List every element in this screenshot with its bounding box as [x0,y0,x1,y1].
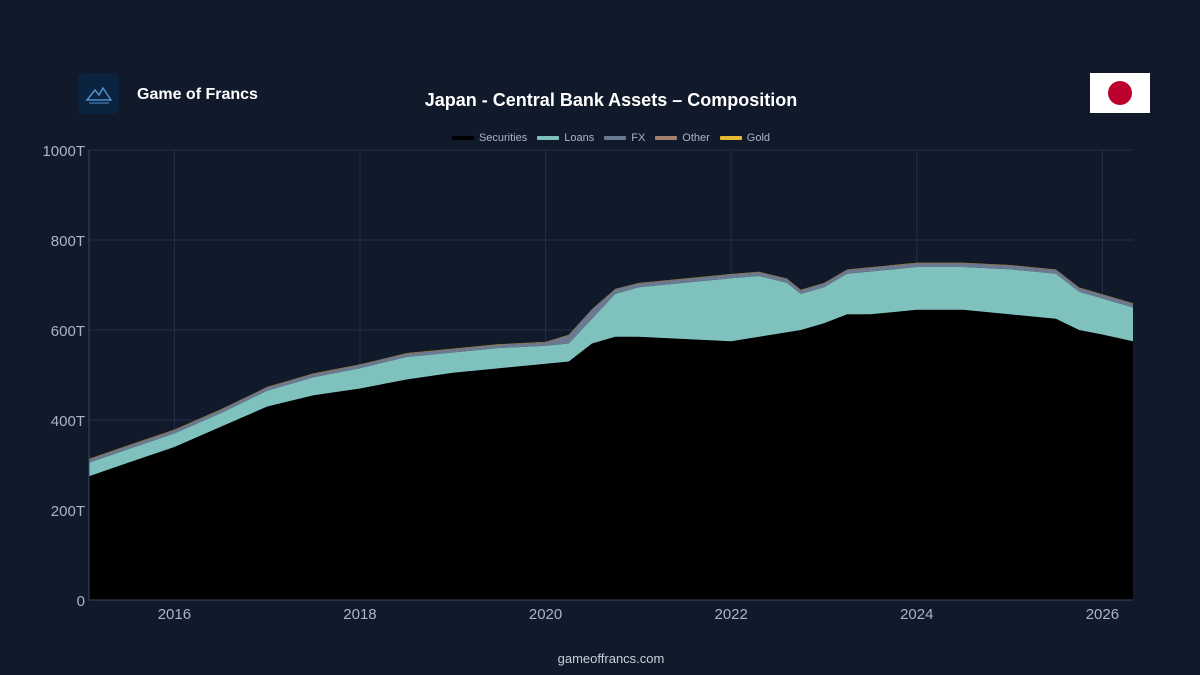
brand-logo [78,73,119,114]
x-tick-label: 2026 [1086,606,1119,623]
y-tick-label: 600T [51,323,85,340]
area-loans [89,267,1133,477]
legend-item-securities[interactable]: Securities [451,132,528,144]
legend-item-other[interactable]: Other [655,132,710,144]
y-tick-label: 200T [51,503,85,520]
y-tick-label: 400T [51,413,85,430]
legend-swatch [604,136,627,140]
mountain-logo-icon [85,86,113,104]
legend-label: FX [631,132,646,144]
legend-label: Other [682,132,710,144]
y-tick-label: 0 [77,593,85,610]
legend-swatch [537,136,560,140]
flag-disc [1108,81,1132,105]
area-securities [89,309,1133,600]
legend-swatch [655,136,678,140]
legend-swatch [719,136,742,140]
footer-url: gameoffrancs.com [557,651,665,666]
x-tick-label: 2020 [529,606,562,623]
x-tick-label: 2024 [900,606,933,623]
x-tick-label: 2022 [714,606,747,623]
chart-series-areas [89,262,1133,600]
legend-label: Securities [478,132,528,144]
x-tick-label: 2018 [343,606,376,623]
chart-axes: 0 200T 400T 600T 800T 1000T 2016 2018 2020 2022 20… [42,143,1133,623]
legend-item-loans[interactable]: Loans [537,132,594,144]
chart-legend: Securities Loans FX Other Gold [0,132,1200,144]
japan-flag [1090,73,1150,113]
brand-name: Game of Francs [137,86,258,103]
legend-item-gold[interactable]: Gold [719,132,771,144]
legend-label: Loans [564,132,595,144]
y-tick-label: 800T [51,233,85,250]
legend-item-fx[interactable]: FX [604,132,645,144]
x-tick-label: 2016 [158,606,191,623]
legend-swatch [451,136,474,140]
y-tick-label: 1000T [42,143,85,160]
legend-label: Gold [746,132,771,144]
chart-title: Japan - Central Bank Assets – Compositio… [424,90,798,110]
